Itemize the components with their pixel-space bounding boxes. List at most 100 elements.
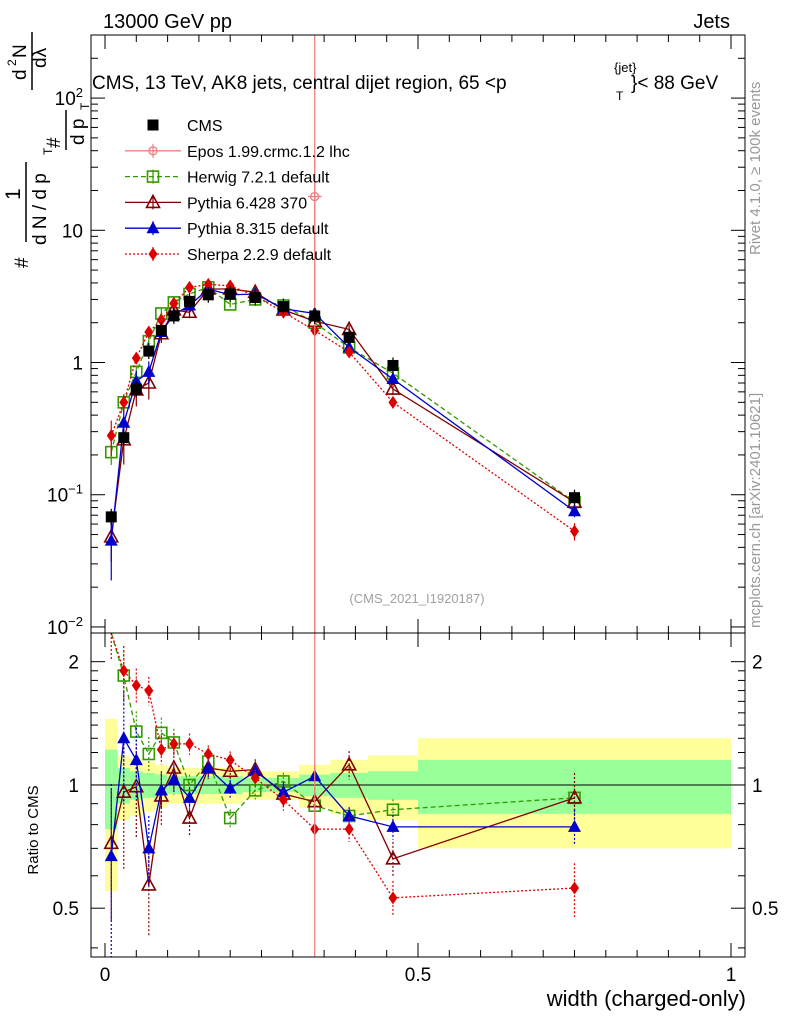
data-point (140, 374, 157, 389)
cms-point (202, 289, 214, 301)
data-point (185, 280, 195, 294)
ratio-point (386, 819, 400, 832)
data-point (119, 395, 129, 409)
legend-label: Pythia 6.428 370 (187, 195, 307, 212)
ratio-point (344, 822, 354, 836)
data-point (385, 380, 401, 395)
ratio-point (225, 753, 235, 767)
x-tick-label: 0.5 (405, 965, 431, 986)
ratio-point (140, 876, 157, 891)
ratio-point (104, 849, 118, 862)
legend: CMS Epos 1.99.crmc.1.2 lhc Herwig 7.2.1 de… (125, 118, 350, 264)
series-line (110, 286, 575, 503)
data-point (106, 429, 116, 443)
cms-point (277, 301, 289, 313)
data-point (181, 303, 198, 319)
jets-label: Jets (693, 11, 730, 33)
data-point (144, 325, 154, 339)
ratio-point (117, 731, 131, 744)
ratio-point (341, 756, 357, 771)
cms-point (343, 331, 355, 343)
ratio-point (156, 743, 166, 757)
y-tick-label: 10−1 (47, 482, 83, 507)
svg-text:d: d (10, 69, 31, 80)
x-axis-label: width (charged-only) (546, 986, 746, 1011)
data-point (344, 345, 354, 359)
ratio-point (342, 808, 356, 821)
ratio-tick-label-right: 1 (752, 776, 763, 797)
cms-point (184, 295, 196, 307)
svg-text:T: T (78, 102, 92, 110)
series-pythia (104, 281, 581, 957)
y-tick-label: 10 (62, 221, 83, 242)
ratio-point (566, 789, 583, 804)
ratio-point (201, 760, 215, 773)
ratio-point (129, 753, 143, 766)
cms-point (387, 359, 399, 371)
y-tick-label: 1 (72, 354, 83, 375)
x-tick-label: 0 (100, 965, 111, 986)
ratio-tick-label-right: 0.5 (752, 899, 778, 920)
svg-text:1: 1 (2, 188, 25, 200)
title-superscript: {jet} (614, 60, 637, 75)
svg-text:#: # (44, 137, 65, 148)
legend-label: Pythia 8.315 default (187, 221, 329, 238)
ratio-tick-label-left: 1 (68, 776, 79, 797)
legend-marker (147, 119, 159, 131)
ratio-point (155, 726, 168, 740)
x-tick-label: 1 (726, 965, 737, 986)
cms-point (143, 345, 155, 357)
ratio-point (167, 772, 181, 785)
series-line (110, 283, 575, 532)
cms-point (309, 310, 321, 322)
ratio-point (131, 678, 141, 692)
legend-label: Epos 1.99.crmc.1.2 lhc (187, 144, 350, 161)
ratio-point (185, 737, 195, 751)
ratio-point (570, 881, 579, 895)
data-point (169, 296, 179, 310)
ratio-point (119, 664, 129, 678)
data-point (568, 504, 581, 517)
legend-label: Herwig 7.2.1 default (187, 170, 330, 187)
ratio-point (154, 783, 168, 796)
axes-layer: 10−2 10−1 1 10 102 0.5 0.5 1 1 2 2 0 0.5 1 (47, 34, 778, 986)
ratio-point (222, 762, 239, 778)
legend-marker (146, 170, 160, 183)
ratio-point (250, 771, 260, 785)
legend-marker (145, 193, 161, 209)
series-line (110, 288, 575, 541)
ratio-point (385, 850, 401, 865)
analysis-watermark: (CMS_2021_I1920187) (349, 591, 484, 606)
ratio-point (169, 737, 179, 751)
ratio-point (203, 747, 213, 761)
uncertainty-bands (91, 718, 745, 892)
cms-point (569, 492, 580, 504)
legend-label: Sherpa 2.2.9 default (187, 247, 332, 264)
ratio-point (223, 781, 237, 794)
title-subscript: T (616, 89, 624, 103)
ratio-point (144, 684, 154, 698)
legend-marker (146, 221, 160, 234)
ratio-point (248, 784, 262, 797)
cms-point (155, 324, 167, 336)
cms-point (224, 288, 236, 300)
ratio-point (142, 841, 156, 854)
y-tick-label: 10−2 (47, 614, 83, 639)
plot-title: CMS, 13 TeV, AK8 jets, central dijet reg… (92, 73, 507, 94)
series-sherpa (106, 277, 579, 917)
cms-point (130, 383, 142, 395)
data-point (104, 533, 118, 546)
cms-point (118, 432, 130, 444)
data-point (570, 524, 579, 538)
data-point (131, 351, 141, 365)
ratio-point (223, 811, 237, 825)
svg-text:d N / d p: d N / d p (30, 173, 51, 245)
legend-marker (148, 247, 158, 261)
data-point (388, 395, 398, 409)
series-layer (103, 35, 583, 957)
energy-label: 13000 GeV pp (103, 11, 232, 33)
y-tick-label: 102 (55, 85, 83, 110)
legend-marker (148, 146, 158, 156)
ratio-point (183, 790, 197, 803)
